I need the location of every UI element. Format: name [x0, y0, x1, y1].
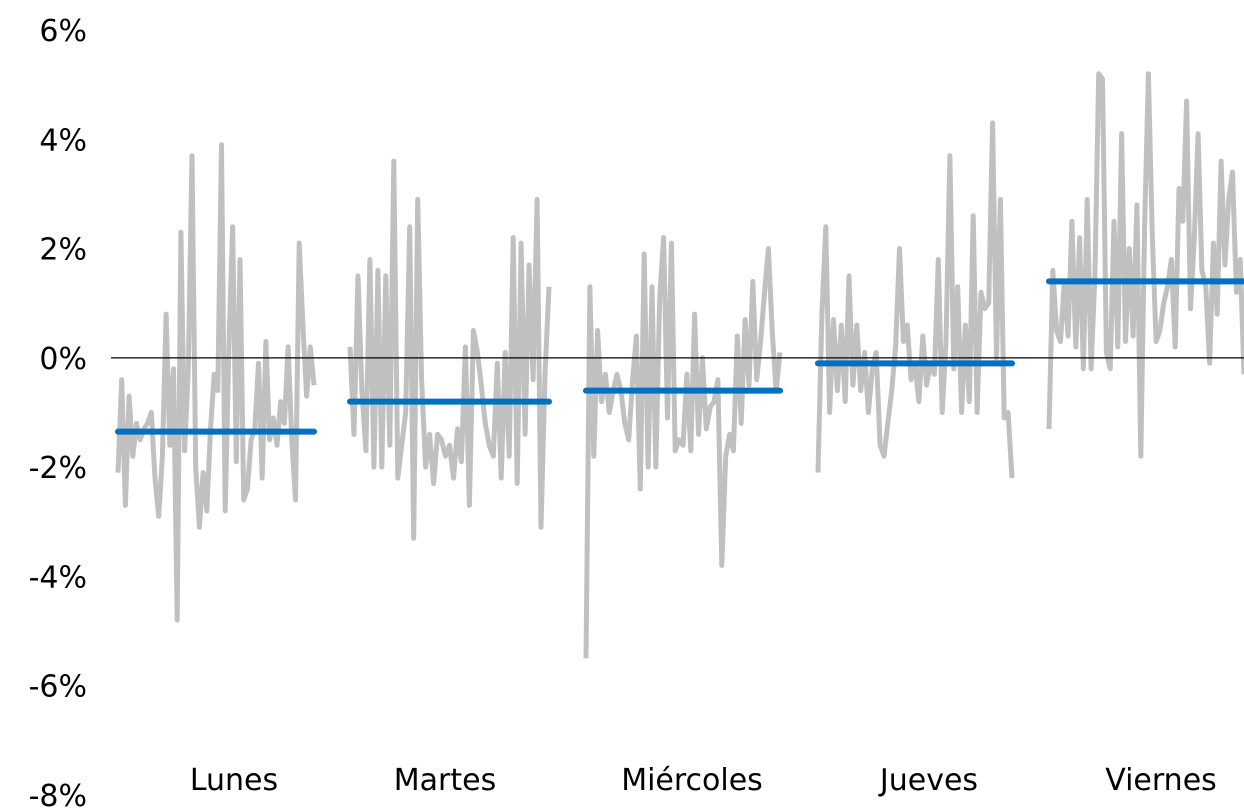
x-category-label: Lunes — [190, 763, 278, 798]
daily-series-line-Martes — [347, 158, 552, 541]
y-axis-ticks: 6% 4% 2% 0% -2% -4% -6% -8% — [29, 14, 87, 808]
x-category-label: Viernes — [1105, 763, 1217, 798]
daily-series-line-Miércoles — [583, 235, 783, 659]
x-category-label: Martes — [394, 763, 496, 798]
y-tick-label: -6% — [29, 670, 87, 705]
y-tick-label: 2% — [39, 233, 87, 268]
y-tick-label: -2% — [29, 451, 87, 486]
mean-lines-group — [115, 278, 1244, 435]
daily-series-line-Lunes — [115, 142, 317, 623]
y-tick-label: -4% — [29, 560, 87, 595]
y-tick-label: -8% — [29, 779, 87, 808]
y-tick-label: 4% — [39, 123, 87, 158]
x-axis-labels: Lunes Martes Miércoles Jueves Viernes — [190, 763, 1217, 798]
daily-series-line-Viernes — [1046, 71, 1244, 459]
y-tick-label: 0% — [39, 342, 87, 377]
daily-series-group — [115, 71, 1244, 659]
daily-series-line-Jueves — [815, 120, 1015, 479]
x-category-label: Jueves — [878, 763, 978, 798]
y-tick-label: 6% — [39, 14, 87, 49]
x-category-label: Miércoles — [621, 763, 763, 798]
